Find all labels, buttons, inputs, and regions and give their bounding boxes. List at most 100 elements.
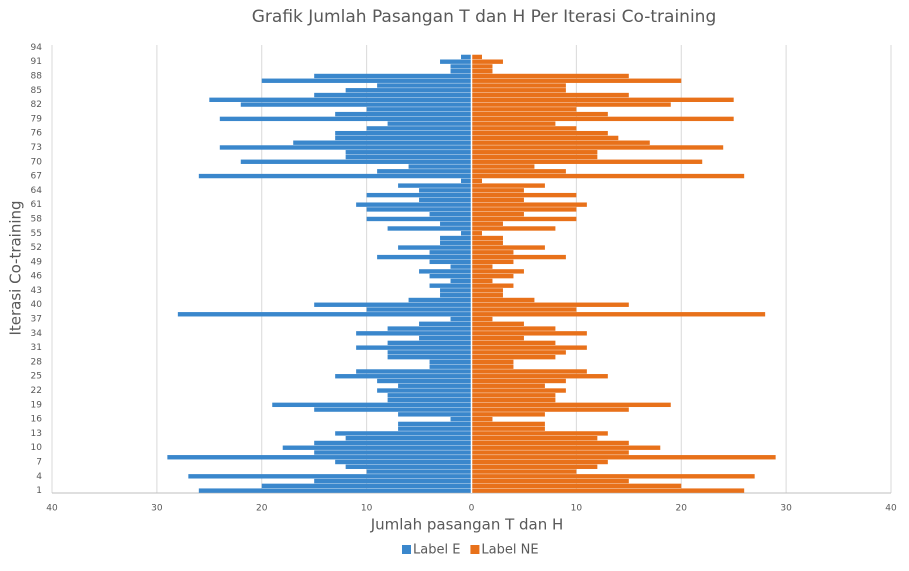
bar [471,159,703,164]
bar [471,359,514,365]
y-tick-label: 37 [31,315,42,325]
bar [440,235,472,241]
bar [471,173,745,179]
bar [471,374,608,379]
bar [471,450,629,455]
bar [335,130,472,136]
y-tick-label: 43 [31,286,42,296]
bar [471,426,545,431]
x-tick-label: 30 [151,504,163,514]
bar [440,59,472,64]
bar [419,335,472,341]
y-tick-label: 1 [36,486,42,496]
bar [471,455,776,460]
bar [440,221,472,226]
bar [471,307,577,312]
bar [219,116,472,122]
y-tick-label: 22 [31,386,42,396]
y-tick-label: 49 [31,257,43,267]
bar [471,211,524,217]
y-tick-label: 55 [31,229,42,239]
legend-swatch [470,545,480,554]
bar [429,283,472,288]
y-axis-title: Iterasi Co-training [7,200,25,335]
y-tick-label: 79 [31,114,43,124]
bar [366,207,472,212]
bar [471,192,577,198]
bar [335,374,472,379]
bar [471,478,629,484]
bar [429,359,472,365]
y-tick-label: 88 [31,71,43,81]
bar [471,64,493,69]
x-axis-title: Jumlah pasangan T dan H [370,516,564,534]
bar [356,202,472,207]
bar [314,302,472,307]
y-tick-label: 34 [31,329,43,339]
bar [471,483,682,489]
bar [209,97,472,103]
bar [398,426,472,431]
y-tick-label: 19 [31,400,43,410]
bar [471,240,503,245]
bar [471,302,629,307]
bar [345,88,472,93]
bar [419,188,472,193]
bar [471,69,493,74]
bar [366,107,472,112]
bar [471,431,608,436]
bar [471,388,566,393]
bar [314,450,472,455]
bar [314,407,472,412]
bar [398,383,472,388]
bar [471,135,619,141]
y-tick-label: 4 [36,472,42,482]
bar [471,169,566,174]
y-tick-label: 61 [31,200,42,210]
bar [471,383,545,388]
bar [377,388,472,393]
y-tick-label: 64 [31,186,43,196]
y-tick-label: 16 [31,415,43,425]
legend: Label E Label NE [402,543,539,558]
bar [471,78,682,83]
bar [450,416,472,422]
bar [366,126,472,131]
bar [471,288,503,293]
bar [471,293,503,298]
bar [429,250,472,255]
bar [272,402,472,408]
bar [240,159,472,164]
bar [471,202,587,207]
bar [440,288,472,293]
bar [461,231,472,236]
bar [419,197,472,203]
bar [261,78,472,83]
bar [429,273,472,279]
bar [345,150,472,155]
bar [450,264,472,269]
bar [471,331,587,336]
bar [450,64,472,69]
bar [471,364,514,369]
bar [377,254,472,260]
y-tick-label: 85 [31,86,42,96]
bar [314,92,472,98]
bar [356,369,472,374]
bar [387,340,472,346]
chart-title: Grafik Jumlah Pasangan T dan H Per Itera… [252,7,717,27]
y-tick-label: 58 [31,214,43,224]
bar [471,335,524,341]
bar [471,150,598,155]
x-tick-label: 30 [780,504,792,514]
bar [356,345,472,350]
bar [471,416,493,422]
bar [356,331,472,336]
bar [471,216,577,222]
bar [471,278,493,284]
bar [398,245,472,250]
bar [471,92,629,98]
legend-swatch [402,545,411,554]
bar [167,455,472,460]
bar [335,111,472,117]
